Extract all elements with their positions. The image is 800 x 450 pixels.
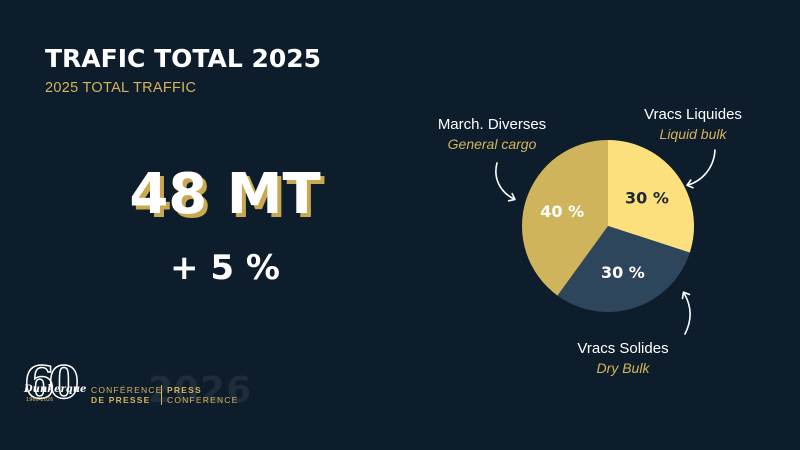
total-traffic-value: 48 MT (129, 162, 321, 227)
arrow-general-cargo (495, 162, 516, 202)
label-general-cargo-en: General cargo (448, 136, 537, 152)
slice-dry-bulk-value-label: 30 % (601, 263, 645, 282)
conference-fr-line2: DE PRESSE (91, 395, 151, 405)
year-watermark: 2026 (148, 370, 253, 411)
conference-en-line1: PRESS (167, 385, 202, 395)
label-liquid-bulk-en: Liquid bulk (660, 126, 728, 142)
logo-60-mark: 60 (23, 357, 80, 410)
label-dry-bulk-fr: Vracs Solides (577, 340, 668, 357)
page-title: TRAFIC TOTAL 2025 (45, 44, 322, 73)
slice-liquid-bulk-value-label: 30 % (625, 189, 669, 208)
slice-general-cargo-value-label: 40 % (540, 202, 584, 221)
port-logo: 60 Dunkerque 1966-2026 (22, 357, 92, 412)
slice-general-cargo (521, 140, 608, 296)
page-subtitle: 2025 TOTAL TRAFFIC (45, 80, 197, 96)
logo-years: 1966-2026 (26, 397, 54, 403)
conference-divider (161, 385, 162, 405)
conference-label-fr: CONFÉRENCE DE PRESSE (91, 385, 163, 405)
logo-name: Dunkerque (24, 384, 87, 395)
slice-liquid-bulk (608, 140, 694, 253)
label-liquid-bulk-fr: Vracs Liquides (644, 106, 742, 123)
label-general-cargo-fr: March. Diverses (438, 116, 546, 133)
slice-dry-bulk (557, 226, 690, 312)
arrow-dry-bulk (681, 291, 691, 335)
conference-en-line2: CONFERENCE (167, 395, 239, 405)
arrow-liquid-bulk (686, 149, 716, 189)
conference-fr-line1: CONFÉRENCE (91, 385, 163, 395)
conference-label-en: PRESS CONFERENCE (167, 385, 239, 405)
growth-value: + 5 % (170, 248, 280, 288)
label-dry-bulk-en: Dry Bulk (597, 360, 651, 376)
